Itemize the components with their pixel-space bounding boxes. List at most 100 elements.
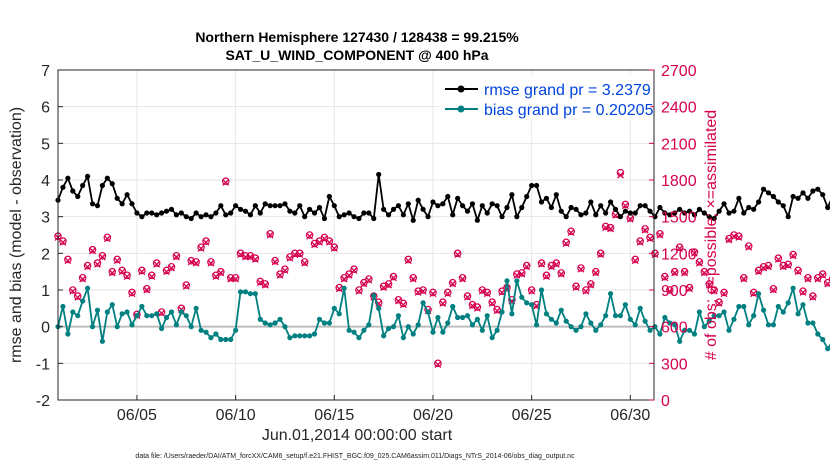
rmse-point [623,209,628,214]
rmse-point [746,205,751,210]
bias-point [376,306,381,311]
rmse-point [573,207,578,212]
rmse-point [529,183,534,188]
rmse-point [465,209,470,214]
bias-point [583,311,588,316]
bias-point [465,313,470,318]
bias-point [337,311,342,316]
rmse-point [139,214,144,219]
rmse-point [277,203,282,208]
obs-possible-marker [657,231,663,237]
ytick-right-label: 2100 [661,136,697,153]
bias-point [820,337,825,342]
ytick-left-label: 1 [41,283,50,300]
obs-possible-marker [750,289,756,295]
bias-point [346,328,351,333]
bias-point [791,286,796,291]
bias-point [519,295,524,300]
rmse-point [786,214,791,219]
rmse-point [361,210,366,215]
ytick-right-label: 900 [661,283,688,300]
bias-point [721,309,726,314]
bias-point [470,322,475,327]
rmse-point [731,209,736,214]
rmse-point [445,194,450,199]
bias-point [623,302,628,307]
bias-point [356,335,361,340]
rmse-point [297,203,302,208]
rmse-point [189,216,194,221]
legend-bias-label: bias grand pr = 0.20205 [484,102,654,119]
bias-point [238,289,243,294]
rmse-point [781,203,786,208]
bias-point [731,317,736,322]
bias-point [317,317,322,322]
bias-point [144,313,149,318]
ytick-left-label: 0 [41,320,50,337]
rmse-point [342,212,347,217]
bias-point [95,308,100,313]
bias-point [549,317,554,322]
rmse-point [149,210,154,215]
rmse-point [238,207,243,212]
bias-point [194,306,199,311]
bias-point [228,337,233,342]
bias-point [435,315,440,320]
bias-point [509,311,514,316]
rmse-point [203,212,208,217]
obs-possible-marker [741,275,747,281]
rmse-point [751,207,756,212]
rmse-point [578,212,583,217]
bias-point [124,309,129,314]
rmse-point [564,214,569,219]
bias-point [534,322,539,327]
rmse-point [825,205,830,210]
bias-point [411,331,416,336]
bias-point [213,331,218,336]
legend-rmse-label: rmse grand pr = 3.2379 [484,82,651,99]
ytick-right-label: 600 [661,320,688,337]
bias-point [781,309,786,314]
bias-point [75,313,80,318]
rmse-point [396,203,401,208]
rmse-point [110,181,115,186]
bias-point [815,331,820,336]
bias-point [60,304,65,309]
rmse-point [549,205,554,210]
rmse-point [588,199,593,204]
bias-point [406,324,411,329]
rmse-point [766,190,771,195]
bias-point [65,331,70,336]
bias-point [371,293,376,298]
bias-point [322,320,327,325]
bias-point [697,309,702,314]
bias-point [499,309,504,314]
rmse-point [420,207,425,212]
rmse-point [218,203,223,208]
rmse-point [593,212,598,217]
bias-point [643,319,648,324]
rmse-point [406,201,411,206]
bias-point [514,278,519,283]
rmse-point [253,203,258,208]
rmse-point [559,209,564,214]
rmse-point [194,210,199,215]
obs-possible-marker [746,243,752,249]
rmse-point [643,203,648,208]
rmse-point [603,210,608,215]
xtick-label: 06/05 [117,407,157,424]
bias-point [198,328,203,333]
rmse-point [174,212,179,217]
rmse-point [258,210,263,215]
legend: rmse grand pr = 3.2379 bias grand pr = 0… [441,76,654,120]
bias-point [223,337,228,342]
bias-point [800,302,805,307]
bias-point [633,322,638,327]
rmse-point [504,205,509,210]
rmse-point [499,214,504,219]
ytick-left-label: 3 [41,210,50,227]
xtick-label: 06/10 [216,407,256,424]
rmse-point [608,199,613,204]
bias-point [268,322,273,327]
bias-point [169,309,174,314]
